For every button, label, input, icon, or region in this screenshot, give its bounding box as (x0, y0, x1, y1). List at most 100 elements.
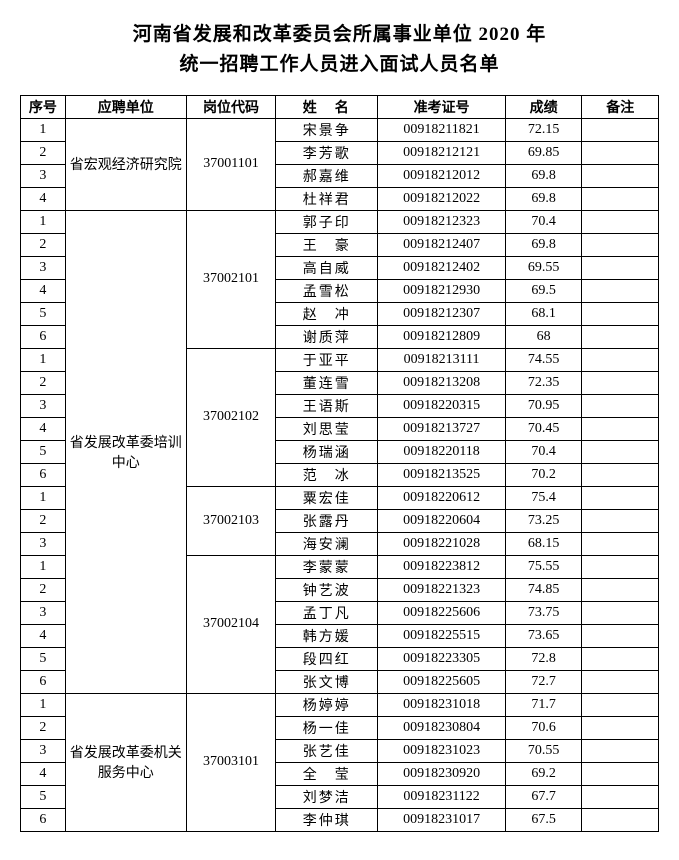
cell-score: 70.4 (505, 440, 582, 463)
cell-score: 68.1 (505, 302, 582, 325)
cell-exam: 00918231017 (378, 808, 506, 831)
table-body: 1省宏观经济研究院37001101宋景争0091821182172.152李芳歌… (21, 118, 659, 831)
cell-score: 69.2 (505, 762, 582, 785)
cell-exam: 00918223305 (378, 647, 506, 670)
cell-score: 72.35 (505, 371, 582, 394)
cell-code: 37002101 (186, 210, 275, 348)
cell-name: 刘思莹 (276, 417, 378, 440)
cell-note (582, 555, 659, 578)
cell-score: 70.55 (505, 739, 582, 762)
cell-name: 钟艺波 (276, 578, 378, 601)
cell-name: 于亚平 (276, 348, 378, 371)
cell-seq: 2 (21, 141, 66, 164)
cell-score: 69.8 (505, 233, 582, 256)
cell-seq: 2 (21, 509, 66, 532)
cell-name: 王语斯 (276, 394, 378, 417)
cell-note (582, 371, 659, 394)
cell-note (582, 118, 659, 141)
cell-exam: 00918213111 (378, 348, 506, 371)
cell-code: 37001101 (186, 118, 275, 210)
cell-exam: 00918212012 (378, 164, 506, 187)
cell-note (582, 233, 659, 256)
cell-seq: 2 (21, 578, 66, 601)
cell-score: 70.4 (505, 210, 582, 233)
cell-note (582, 509, 659, 532)
cell-note (582, 739, 659, 762)
cell-seq: 6 (21, 808, 66, 831)
cell-seq: 5 (21, 440, 66, 463)
header-name: 姓 名 (276, 95, 378, 118)
cell-note (582, 187, 659, 210)
cell-exam: 00918221323 (378, 578, 506, 601)
cell-name: 张露丹 (276, 509, 378, 532)
cell-score: 75.4 (505, 486, 582, 509)
cell-seq: 4 (21, 762, 66, 785)
cell-seq: 3 (21, 532, 66, 555)
cell-note (582, 624, 659, 647)
cell-seq: 6 (21, 670, 66, 693)
cell-score: 67.7 (505, 785, 582, 808)
cell-name: 杨婷婷 (276, 693, 378, 716)
cell-seq: 4 (21, 624, 66, 647)
cell-exam: 00918225515 (378, 624, 506, 647)
cell-name: 孟丁凡 (276, 601, 378, 624)
cell-name: 段四红 (276, 647, 378, 670)
cell-name: 李蒙蒙 (276, 555, 378, 578)
cell-score: 70.2 (505, 463, 582, 486)
cell-note (582, 670, 659, 693)
cell-score: 69.8 (505, 187, 582, 210)
cell-name: 谢质萍 (276, 325, 378, 348)
cell-seq: 3 (21, 739, 66, 762)
cell-name: 刘梦洁 (276, 785, 378, 808)
cell-name: 杜祥君 (276, 187, 378, 210)
cell-code: 37002104 (186, 555, 275, 693)
title-line-2: 统一招聘工作人员进入面试人员名单 (20, 50, 659, 80)
cell-score: 70.45 (505, 417, 582, 440)
cell-note (582, 463, 659, 486)
cell-score: 72.15 (505, 118, 582, 141)
cell-note (582, 578, 659, 601)
cell-seq: 2 (21, 371, 66, 394)
cell-note (582, 164, 659, 187)
cell-exam: 00918231018 (378, 693, 506, 716)
cell-name: 王 豪 (276, 233, 378, 256)
cell-exam: 00918212930 (378, 279, 506, 302)
cell-exam: 00918212407 (378, 233, 506, 256)
cell-name: 宋景争 (276, 118, 378, 141)
cell-exam: 00918220118 (378, 440, 506, 463)
cell-seq: 1 (21, 555, 66, 578)
cell-name: 张文博 (276, 670, 378, 693)
cell-seq: 1 (21, 210, 66, 233)
cell-name: 全 莹 (276, 762, 378, 785)
cell-score: 73.25 (505, 509, 582, 532)
cell-seq: 1 (21, 118, 66, 141)
cell-name: 赵 冲 (276, 302, 378, 325)
cell-note (582, 716, 659, 739)
header-unit: 应聘单位 (65, 95, 186, 118)
cell-code: 37002102 (186, 348, 275, 486)
title-line-1: 河南省发展和改革委员会所属事业单位 2020 年 (20, 20, 659, 50)
cell-name: 海安澜 (276, 532, 378, 555)
cell-note (582, 808, 659, 831)
cell-unit: 省宏观经济研究院 (65, 118, 186, 210)
cell-score: 74.85 (505, 578, 582, 601)
cell-note (582, 417, 659, 440)
cell-score: 73.75 (505, 601, 582, 624)
cell-exam: 00918231023 (378, 739, 506, 762)
cell-note (582, 394, 659, 417)
cell-name: 粟宏佳 (276, 486, 378, 509)
cell-exam: 00918212323 (378, 210, 506, 233)
cell-exam: 00918220315 (378, 394, 506, 417)
header-seq: 序号 (21, 95, 66, 118)
cell-exam: 00918212809 (378, 325, 506, 348)
cell-score: 69.85 (505, 141, 582, 164)
cell-score: 69.5 (505, 279, 582, 302)
cell-seq: 1 (21, 693, 66, 716)
header-code: 岗位代码 (186, 95, 275, 118)
cell-seq: 6 (21, 325, 66, 348)
cell-seq: 1 (21, 486, 66, 509)
cell-note (582, 486, 659, 509)
cell-seq: 3 (21, 601, 66, 624)
header-score: 成绩 (505, 95, 582, 118)
cell-exam: 00918230804 (378, 716, 506, 739)
